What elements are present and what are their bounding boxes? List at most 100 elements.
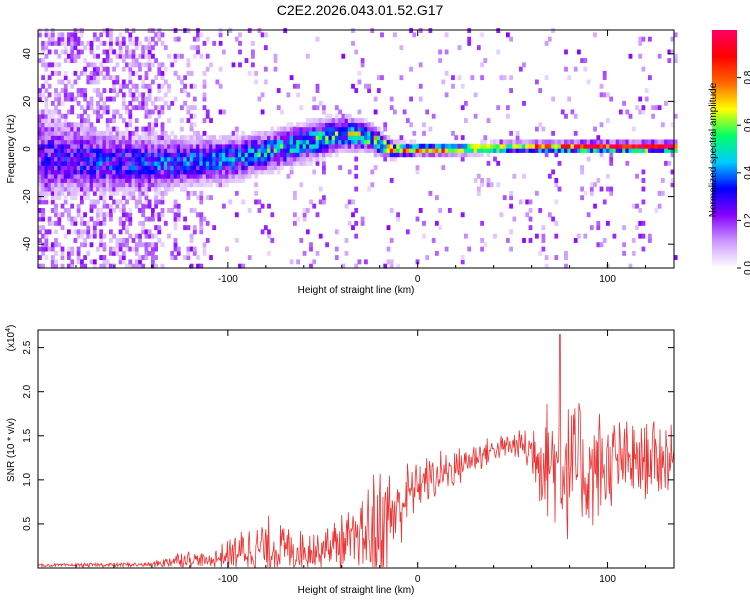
spectrogram-cell bbox=[457, 148, 462, 153]
spectrogram-cell bbox=[280, 152, 284, 158]
spectrogram-cell bbox=[589, 143, 594, 149]
spectrogram-cell bbox=[63, 135, 68, 141]
spectrogram-cell bbox=[280, 165, 284, 171]
spectrogram-cell bbox=[192, 225, 197, 231]
spectrogram-cell bbox=[609, 139, 614, 145]
spectrogram-cell bbox=[331, 122, 336, 128]
spectrogram-cell bbox=[376, 75, 381, 81]
spectrogram-cell bbox=[444, 148, 449, 153]
spectrogram-cell bbox=[354, 143, 359, 149]
spectrogram-cell bbox=[447, 152, 452, 158]
spectrogram-cell bbox=[260, 135, 265, 141]
spectrogram-cell bbox=[134, 169, 139, 175]
spectrogram-cell bbox=[70, 122, 75, 128]
spectrogram-cell bbox=[186, 135, 191, 141]
spectrogram-cell bbox=[641, 199, 646, 205]
spectrogram-cell bbox=[63, 173, 68, 179]
spectrogram-cell bbox=[547, 212, 552, 218]
spectrogram-cell bbox=[76, 148, 81, 153]
spectrogram-cell bbox=[105, 178, 110, 183]
spectrogram-cell bbox=[205, 156, 210, 162]
spectrogram-cell bbox=[141, 165, 146, 171]
spectrogram-cell bbox=[115, 130, 120, 136]
spectrogram-cell bbox=[173, 225, 178, 231]
spectrogram-cell bbox=[112, 152, 116, 158]
spectrogram-cell bbox=[199, 178, 204, 183]
spectrogram-cell bbox=[89, 186, 94, 192]
spectrogram-cell bbox=[83, 130, 87, 136]
spectrogram-cell bbox=[157, 160, 162, 166]
spectrogram-cell bbox=[70, 36, 75, 42]
spectrogram-cell bbox=[670, 143, 675, 149]
spectrogram-cell bbox=[76, 186, 81, 192]
spectrogram-cell bbox=[192, 169, 197, 175]
spectrogram-cell bbox=[641, 36, 646, 42]
spectrogram-cell bbox=[218, 139, 223, 145]
spectrogram-cell bbox=[173, 169, 178, 175]
spectrogram-cell bbox=[141, 96, 146, 102]
spectrogram-cell bbox=[218, 169, 223, 175]
spectrogram-cell bbox=[105, 28, 110, 33]
spectrogram-cell bbox=[622, 242, 626, 248]
spectrogram-cell bbox=[128, 118, 133, 123]
spectrogram-cell bbox=[38, 32, 42, 38]
spectrogram-cell bbox=[238, 169, 242, 175]
spectrogram-cell bbox=[105, 148, 110, 153]
spectrogram-cell bbox=[125, 156, 129, 162]
spectrogram-cell bbox=[144, 126, 149, 132]
spectrogram-cell bbox=[589, 225, 594, 231]
spectrogram-cell bbox=[60, 40, 65, 46]
spectrogram-cell bbox=[121, 152, 126, 158]
spectrogram-cell bbox=[302, 152, 307, 158]
spectrogram-cell bbox=[189, 182, 194, 188]
spectrogram-cell bbox=[435, 220, 439, 226]
spectrogram-cell bbox=[44, 229, 49, 235]
spectrogram-cell bbox=[121, 212, 126, 218]
spectrogram-cell bbox=[635, 203, 639, 209]
spectrogram-cell bbox=[54, 229, 58, 235]
spectrogram-cell bbox=[286, 152, 291, 158]
spectrogram-cell bbox=[115, 36, 120, 42]
spectrogram-cell bbox=[457, 75, 462, 81]
spectrogram-cell bbox=[344, 126, 349, 132]
spectrogram-cell bbox=[354, 148, 359, 153]
spectrogram-cell bbox=[673, 255, 678, 260]
spectrogram-cell bbox=[212, 225, 217, 231]
spectrogram-cell bbox=[157, 62, 162, 68]
spectrogram-cell bbox=[41, 263, 45, 269]
spectrogram-cell bbox=[96, 165, 100, 171]
spectrogram-cell bbox=[67, 135, 71, 141]
spectrogram-cell bbox=[44, 199, 49, 205]
spectrogram-cell bbox=[334, 130, 339, 136]
spectrogram-cell bbox=[541, 126, 546, 132]
spectrogram-cell bbox=[38, 88, 42, 93]
spectrogram-cell bbox=[199, 195, 204, 201]
spectrogram-cell bbox=[73, 195, 78, 201]
spectrogram-cell bbox=[80, 40, 84, 46]
spectrogram-cell bbox=[205, 109, 210, 115]
spectrogram-cell bbox=[138, 143, 142, 149]
spectrogram-cell bbox=[483, 139, 488, 145]
spectrogram-cell bbox=[121, 250, 126, 256]
spectrogram-cell bbox=[121, 195, 126, 201]
spectrogram-cell bbox=[134, 130, 139, 136]
spectrogram-cell bbox=[96, 118, 100, 123]
spectrogram-cell bbox=[67, 148, 71, 153]
spectrogram-cell bbox=[441, 165, 446, 171]
spectrogram-cell bbox=[89, 203, 94, 209]
spectrogram-cell bbox=[315, 130, 320, 136]
spectrogram-cell bbox=[322, 143, 326, 149]
spectrogram-xlabel: Height of straight line (km) bbox=[298, 285, 415, 296]
spectrogram-cell bbox=[305, 126, 310, 132]
spectrogram-cell bbox=[118, 255, 123, 260]
spectrogram-cell bbox=[83, 122, 87, 128]
spectrogram-cell bbox=[170, 62, 175, 68]
spectrogram-cell bbox=[234, 173, 239, 179]
spectrogram-cell bbox=[44, 238, 49, 243]
spectrogram-cell bbox=[92, 66, 97, 72]
spectrogram-cell bbox=[196, 148, 200, 153]
spectrogram-cell bbox=[202, 156, 207, 162]
spectrogram-cell bbox=[176, 173, 181, 179]
spectrogram-cell bbox=[144, 203, 149, 209]
spectrogram-cell bbox=[389, 143, 394, 149]
